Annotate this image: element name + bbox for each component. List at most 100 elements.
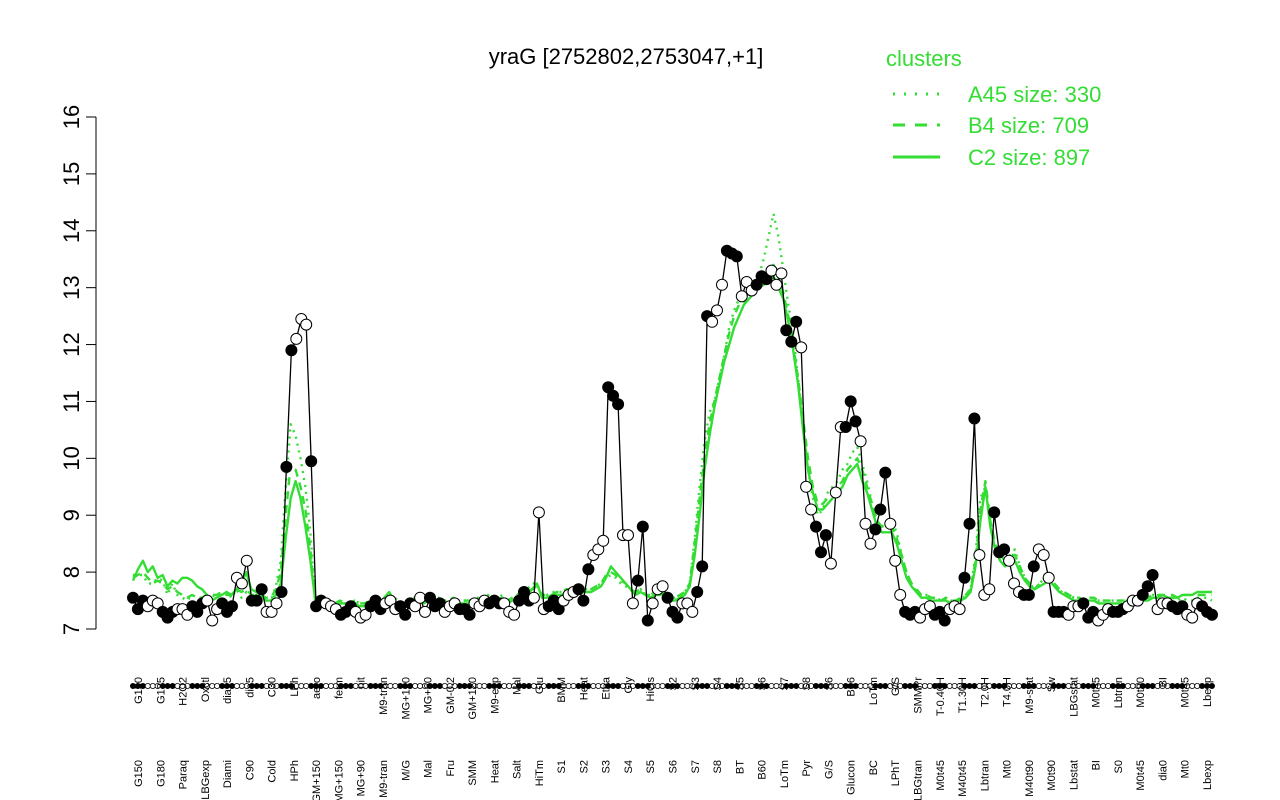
x-tick-label: S5 (734, 677, 746, 690)
data-point (532, 506, 545, 519)
x-tick-label: MG+60 (423, 677, 435, 713)
data-point (399, 608, 412, 621)
x-tick-label: G/S (890, 677, 902, 696)
data-point (716, 278, 728, 291)
data-point (874, 503, 887, 516)
data-point (790, 315, 803, 328)
data-point (795, 341, 808, 354)
data-point (656, 580, 669, 593)
rug-marker (793, 683, 800, 690)
x-tick-label: Paraq (178, 760, 190, 789)
x-tick-label: LBGexp (200, 760, 212, 800)
y-tick-label: 9 (59, 509, 84, 521)
x-tick-label: M9-exp (489, 677, 501, 714)
data-point (577, 594, 590, 607)
data-point (1022, 588, 1035, 601)
x-tick-label: aero (311, 677, 323, 699)
x-tick-label: M40t90 (1024, 760, 1036, 797)
data-point (661, 591, 674, 604)
data-point (280, 460, 293, 473)
x-axis: G150 G180 Paraq LBGexp Diami C90 Cold HPh GM+150… (129, 676, 1216, 800)
data-point (889, 554, 902, 567)
data-point (983, 583, 996, 596)
x-tick-label: S5 (645, 760, 657, 773)
rug-marker (1169, 683, 1176, 690)
x-tick-label: M0t45 (1135, 760, 1147, 791)
data-point (201, 594, 214, 607)
rug-marker (144, 683, 151, 690)
x-tick-label: G150 (133, 677, 145, 704)
data-point (859, 517, 872, 530)
x-tick-label: B60 (757, 760, 769, 780)
x-tick-label: BI (1091, 760, 1103, 770)
x-tick-label: HPh (289, 760, 301, 781)
x-tick-label: G/S (823, 760, 835, 779)
rug-marker (1035, 683, 1042, 690)
x-tick-label: G135 (155, 677, 167, 704)
data-point (706, 315, 719, 328)
rug-marker (926, 683, 933, 690)
data-point (824, 557, 837, 570)
data-point (1077, 597, 1090, 610)
x-tick-label: MG+120 (400, 677, 412, 720)
x-tick-label: T2.0H (979, 677, 991, 707)
data-point (819, 529, 832, 542)
x-tick-label: Sw (1046, 677, 1058, 692)
x-tick-label: S2 (578, 760, 590, 773)
x-tick-label: Heat (489, 760, 501, 783)
x-tick-label: M0t45 (1180, 677, 1192, 708)
rug-marker (723, 683, 730, 690)
data-point (810, 520, 822, 533)
x-tick-label: S6 (823, 677, 835, 690)
rug-marker (768, 683, 775, 690)
rug-marker (1016, 683, 1023, 690)
x-tick-label: Diami (222, 760, 234, 788)
y-tick-label: 8 (59, 566, 84, 578)
data-point (968, 412, 981, 425)
rug-marker (1060, 683, 1067, 690)
rug-marker (169, 683, 176, 690)
x-tick-label: dia5 (244, 677, 256, 698)
data-point (270, 597, 283, 610)
rug-marker (456, 683, 463, 690)
legend-title: clusters (886, 46, 962, 71)
rug-marker (991, 683, 998, 690)
data-point (815, 546, 827, 559)
data-point (864, 537, 877, 550)
rug-marker (590, 683, 597, 690)
data-point (775, 267, 788, 280)
data-point (800, 480, 813, 493)
rug-marker (258, 683, 265, 690)
data-point (696, 560, 709, 573)
y-tick-label: 15 (59, 162, 84, 186)
series-line (132, 250, 1213, 622)
data-point (1146, 569, 1159, 581)
x-tick-label: Salt (512, 760, 524, 779)
data-point (869, 523, 882, 536)
rug-marker (501, 683, 508, 690)
x-tick-label: S8 (712, 760, 724, 773)
x-tick-label: LoTm (779, 760, 791, 788)
x-tick-label: Mal (512, 677, 524, 695)
data-point (938, 614, 951, 627)
x-tick-label: nit (356, 677, 368, 689)
rug-marker (278, 683, 285, 690)
x-tick-label: B36 (846, 677, 858, 697)
rug-marker (1080, 683, 1087, 690)
rug-marker (1209, 683, 1216, 690)
legend-entry-c2: C2 size: 897 (968, 145, 1090, 170)
data-point (805, 503, 818, 516)
rug-marker (1124, 683, 1131, 690)
x-tick-label: ferm (333, 677, 345, 699)
data-point (572, 583, 585, 596)
data-points (127, 244, 1218, 627)
x-tick-label: C30 (267, 677, 279, 697)
x-tick-label: M0t90 (1135, 677, 1147, 708)
x-tick-label: Oxctl (200, 677, 212, 702)
x-tick-label: Lbexp (1202, 677, 1214, 707)
x-tick-label: BT (734, 760, 746, 774)
x-tick-label: HiTm (534, 760, 546, 786)
rug-marker (545, 683, 552, 690)
data-point (844, 395, 857, 408)
data-point (1141, 580, 1154, 593)
